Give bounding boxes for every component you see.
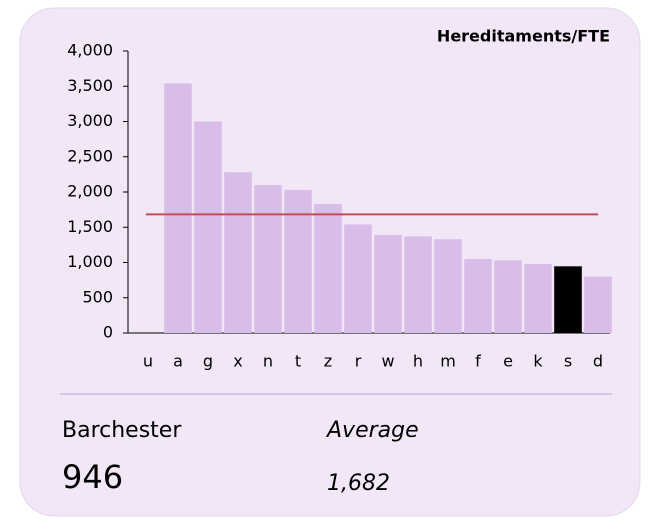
x-tick-label: a <box>173 352 183 371</box>
bar <box>554 266 582 333</box>
x-tick-label: k <box>533 352 543 371</box>
x-tick-label: d <box>593 352 603 371</box>
average-value: 1,682 <box>327 471 390 496</box>
bar <box>314 203 342 333</box>
y-tick-label: 2,000 <box>67 182 113 201</box>
x-tick-label: g <box>203 352 213 371</box>
y-tick-label: 500 <box>82 287 113 306</box>
x-tick-label: h <box>413 352 423 371</box>
x-tick-label: f <box>475 352 481 371</box>
bar <box>464 258 492 333</box>
bar <box>194 121 222 333</box>
bar <box>374 235 402 333</box>
y-tick-label: 2,500 <box>67 146 113 165</box>
x-tick-label: e <box>503 352 513 371</box>
bar <box>434 239 462 333</box>
y-tick-label: 0 <box>103 323 113 342</box>
bar <box>254 184 282 333</box>
bar <box>404 236 432 333</box>
bar <box>524 263 552 333</box>
y-tick-label: 3,500 <box>67 76 113 95</box>
highlight-value: 946 <box>62 458 123 496</box>
y-tick-label: 1,500 <box>67 217 113 236</box>
x-tick-label: w <box>381 352 394 371</box>
x-tick-label: n <box>263 352 273 371</box>
x-tick-label: z <box>324 352 332 371</box>
x-tick-label: r <box>355 352 362 371</box>
y-tick-label: 1,000 <box>67 252 113 271</box>
bar <box>344 224 372 333</box>
bar <box>284 189 312 333</box>
x-tick-label: s <box>564 352 572 371</box>
bar <box>164 83 192 334</box>
highlight-name: Barchester <box>62 418 182 443</box>
bar <box>584 276 612 333</box>
x-tick-label: u <box>143 352 153 371</box>
y-tick-label: 4,000 <box>67 41 113 60</box>
bar <box>224 172 252 333</box>
x-tick-label: m <box>440 352 456 371</box>
average-name: Average <box>325 418 419 443</box>
x-tick-label: t <box>295 352 301 371</box>
chart-title: Hereditaments/FTE <box>437 27 610 46</box>
y-tick-label: 3,000 <box>67 111 113 130</box>
bar <box>494 260 522 333</box>
x-tick-label: x <box>233 352 242 371</box>
